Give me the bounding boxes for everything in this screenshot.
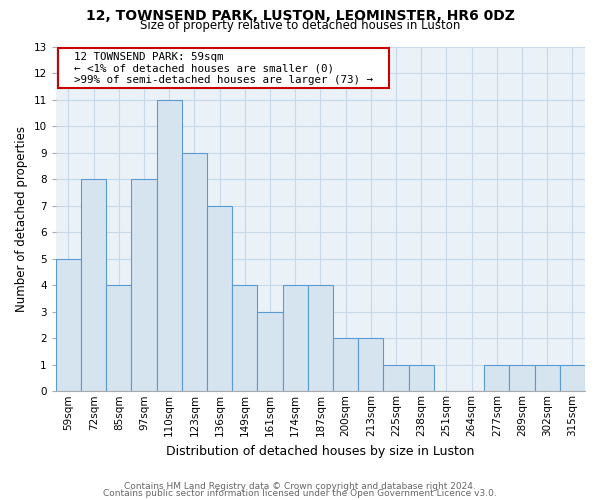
Y-axis label: Number of detached properties: Number of detached properties: [15, 126, 28, 312]
Text: Contains public sector information licensed under the Open Government Licence v3: Contains public sector information licen…: [103, 489, 497, 498]
Bar: [106, 285, 131, 392]
Bar: [207, 206, 232, 392]
Bar: [131, 179, 157, 392]
Bar: [535, 364, 560, 392]
Bar: [283, 285, 308, 392]
Bar: [560, 364, 585, 392]
Bar: [308, 285, 333, 392]
Text: Contains HM Land Registry data © Crown copyright and database right 2024.: Contains HM Land Registry data © Crown c…: [124, 482, 476, 491]
Bar: [56, 258, 81, 392]
Bar: [409, 364, 434, 392]
Text: 12 TOWNSEND PARK: 59sqm
  ← <1% of detached houses are smaller (0)
  >99% of sem: 12 TOWNSEND PARK: 59sqm ← <1% of detache…: [61, 52, 386, 85]
Bar: [81, 179, 106, 392]
Bar: [484, 364, 509, 392]
Text: 12, TOWNSEND PARK, LUSTON, LEOMINSTER, HR6 0DZ: 12, TOWNSEND PARK, LUSTON, LEOMINSTER, H…: [86, 9, 514, 23]
Bar: [358, 338, 383, 392]
Bar: [383, 364, 409, 392]
Bar: [157, 100, 182, 392]
X-axis label: Distribution of detached houses by size in Luston: Distribution of detached houses by size …: [166, 444, 475, 458]
Bar: [257, 312, 283, 392]
Text: Size of property relative to detached houses in Luston: Size of property relative to detached ho…: [140, 19, 460, 32]
Bar: [182, 152, 207, 392]
Bar: [509, 364, 535, 392]
Bar: [333, 338, 358, 392]
Bar: [232, 285, 257, 392]
